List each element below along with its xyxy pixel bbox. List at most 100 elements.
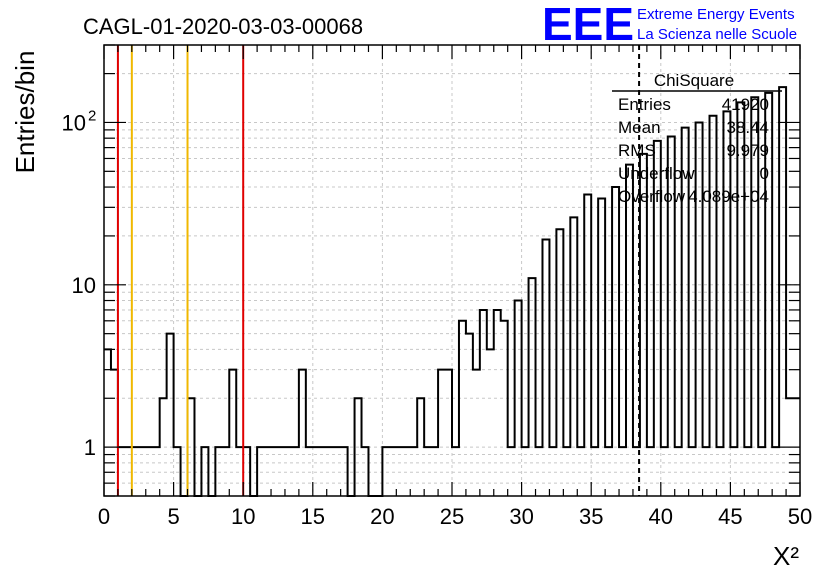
x-tick-label: 0 (98, 504, 110, 529)
x-tick-label: 10 (231, 504, 255, 529)
histogram-bin (341, 447, 348, 496)
histogram-bin (355, 398, 362, 496)
x-tick-label: 35 (579, 504, 603, 529)
histogram-bin (396, 447, 403, 496)
histogram-bin (487, 349, 494, 496)
histogram-bin (292, 447, 299, 496)
y-tick-label-exponent: 2 (88, 107, 96, 124)
histogram-bin (626, 165, 633, 496)
histogram-bin (229, 370, 236, 496)
histogram-bin (264, 447, 271, 496)
histogram-bin (222, 447, 229, 496)
histogram-bin (111, 370, 118, 496)
histogram-bin (723, 111, 730, 496)
histogram-bin (473, 370, 480, 496)
histogram-bin (327, 447, 334, 496)
stats-label-overflow: Overflow (618, 187, 686, 206)
histogram-bin (410, 447, 417, 496)
histogram-bin (703, 447, 710, 496)
histogram-bin (501, 321, 508, 496)
histogram-bin (772, 447, 779, 496)
histogram-bin (424, 447, 431, 496)
histogram-bin (716, 447, 723, 496)
histogram-bin (132, 447, 139, 496)
histogram-bin (104, 349, 111, 496)
histogram-bin (452, 447, 459, 496)
histogram-bin (139, 447, 146, 496)
histogram-bin (299, 370, 306, 496)
histogram-bin (612, 187, 619, 496)
stats-label-rms: RMS (618, 141, 656, 160)
stats-value-mean: 38.44 (726, 118, 769, 137)
histogram-bin (466, 334, 473, 496)
histogram-bin (556, 229, 563, 496)
histogram-bin (382, 447, 389, 496)
stats-label-underflow: Underflow (618, 164, 695, 183)
histogram-bin (118, 447, 125, 496)
histogram-bin (257, 447, 264, 496)
histogram-bin (417, 398, 424, 496)
histogram-bin (536, 447, 543, 496)
stats-value-underflow: 0 (760, 164, 769, 183)
stats-box-name: ChiSquare (654, 71, 734, 90)
y-tick-label: 10 (62, 110, 86, 135)
histogram-bin (779, 87, 786, 496)
histogram-bin (403, 447, 410, 496)
histogram-bin (306, 447, 313, 496)
histogram-bin (577, 447, 584, 496)
logo-line-2: La Scienza nelle Scuole (637, 26, 797, 43)
histogram-bin (598, 199, 605, 496)
histogram-bin (243, 447, 250, 496)
histogram-bin (236, 447, 243, 496)
x-tick-label: 25 (440, 504, 464, 529)
y-axis-title: Entries/bin (10, 51, 40, 174)
histogram-bin (389, 447, 396, 496)
histogram-bin (201, 447, 208, 496)
stats-label-mean: Mean (618, 118, 661, 137)
histogram-bin (737, 102, 744, 496)
histogram-bin (174, 447, 181, 496)
histogram-bin (431, 447, 438, 496)
histogram-bin (313, 447, 320, 496)
histogram-bin (730, 447, 737, 496)
histogram-bin (647, 447, 654, 496)
plot-frame (103, 44, 801, 497)
histogram-bin (758, 447, 765, 496)
histogram-bin (542, 240, 549, 496)
histogram-bin (167, 334, 174, 496)
histogram-bin (271, 447, 278, 496)
eee-logo: EEE Extreme Energy Events La Scienza nel… (542, 0, 797, 50)
histogram-bin (278, 447, 285, 496)
histogram-bin (160, 398, 167, 496)
x-tick-label: 30 (509, 504, 533, 529)
x-tick-label: 50 (788, 504, 812, 529)
histogram-bin (689, 447, 696, 496)
plot-title: CAGL-01-2020-03-03-00068 (83, 14, 363, 39)
logo-letters: EEE (542, 0, 634, 50)
histogram-bin (661, 447, 668, 496)
histogram-outline (104, 86, 800, 497)
histogram-bin (459, 321, 466, 496)
y-tick-label: 10 (72, 273, 96, 298)
reference-lines (116, 45, 641, 496)
histogram-layer (104, 86, 800, 497)
histogram-bin (125, 447, 132, 496)
stats-value-rms: 9.979 (726, 141, 769, 160)
histogram-bin (744, 447, 751, 496)
histogram-bin (508, 447, 515, 496)
histogram-bin (153, 447, 160, 496)
x-tick-label: 20 (370, 504, 394, 529)
x-tick-label: 40 (649, 504, 673, 529)
x-tick-label: 5 (167, 504, 179, 529)
histogram-bin (675, 447, 682, 496)
histogram-bin (563, 447, 570, 496)
histogram-bin (549, 447, 556, 496)
stats-value-entries: 41920 (722, 95, 769, 114)
x-axis-title: X² (773, 541, 799, 571)
histogram-bin (494, 310, 501, 496)
histogram-bin (480, 310, 487, 496)
stats-value-overflow: 4.089e+04 (688, 187, 769, 206)
histogram-bin (619, 447, 626, 496)
